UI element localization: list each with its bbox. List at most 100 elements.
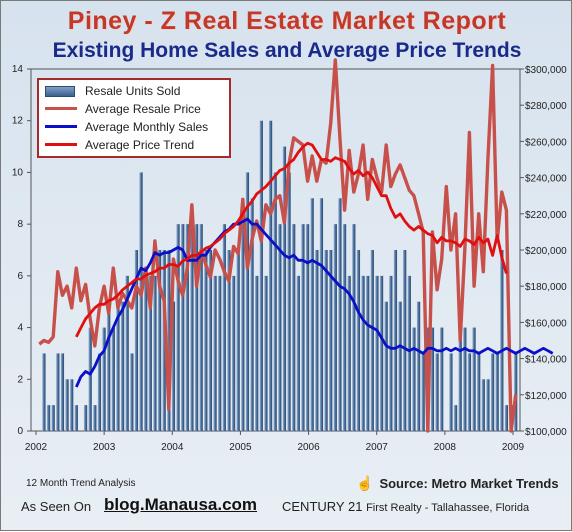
y-right-tick-label: $160,000 [525,318,567,329]
y-right-tick-label: $300,000 [525,65,567,76]
legend-label: Average Price Trend [85,138,195,152]
units-sold-bar [199,224,203,431]
y-right-tick-label: $240,000 [525,174,567,185]
units-sold-bar [157,250,162,431]
units-sold-bar [167,250,171,431]
y-right-tick-label: $120,000 [525,391,567,402]
legend-label: Resale Units Sold [85,84,181,98]
units-sold-bar [74,405,78,431]
legend: Resale Units Sold Average Resale Price A… [37,78,231,158]
units-sold-bar [305,224,310,431]
y-right-tick-label: $180,000 [525,282,567,293]
units-sold-bar [342,224,347,431]
y-right-tick-label: $200,000 [525,246,567,257]
line-swatch-icon [45,107,77,110]
line-swatch-icon [45,125,77,128]
units-sold-bar [264,275,268,431]
units-sold-bar [467,353,472,431]
units-sold-bar [268,120,273,431]
units-sold-bar [463,327,467,431]
y-left-tick-label: 0 [17,426,23,437]
y-right-tick-label: $140,000 [525,355,567,366]
units-sold-bar [176,224,180,431]
units-sold-bar [222,224,226,431]
units-sold-bar [449,353,453,431]
units-sold-bar [56,353,60,431]
x-tick-label: 2009 [502,442,525,453]
units-sold-bar [393,250,398,431]
units-sold-bar [329,250,333,431]
units-sold-bar [301,224,305,431]
y-right-tick-label: $280,000 [525,101,567,112]
units-sold-bar [495,353,499,431]
units-sold-bar [412,327,416,431]
series-line-average-monthly-sales [75,217,554,388]
units-sold-bar [486,379,490,431]
y-left-tick-label: 8 [17,219,23,230]
source-credit: ☝ Source: Metro Market Trends [356,475,559,492]
brand-line: CENTURY 21 First Realty - Tallahassee, F… [282,499,529,514]
units-sold-bar [70,379,74,431]
units-sold-bar [181,224,185,431]
units-sold-bar [236,250,240,431]
units-sold-bar [333,224,337,431]
series-line-average-resale-price [38,58,518,433]
units-sold-bar [139,172,143,431]
chart-subtitle: Existing Home Sales and Average Price Tr… [52,39,522,62]
units-sold-bar [440,327,444,431]
units-sold-bar [347,275,351,431]
x-tick-label: 2002 [25,442,48,453]
units-sold-bar [361,275,365,431]
units-sold-bar [51,405,55,431]
seen-on-label: As Seen On [21,499,92,514]
units-sold-bar [255,275,259,431]
units-sold-bar [194,224,199,431]
units-sold-bar [241,224,245,431]
hand-pointer-icon: ☝ [356,475,374,491]
units-sold-bar [125,275,129,431]
units-sold-bar [93,405,97,431]
units-sold-bar [453,405,458,431]
blog-link[interactable]: blog.Manausa.com [104,495,258,514]
units-sold-bar [245,172,250,431]
units-sold-bar [218,275,222,431]
x-tick-label: 2003 [93,442,116,453]
x-tick-label: 2004 [161,442,184,453]
units-sold-bar [130,353,134,431]
brand-name: CENTURY 21 [282,499,363,514]
units-sold-bar [500,250,504,431]
y-left-tick-label: 6 [17,271,23,282]
units-sold-bar [134,250,139,431]
units-sold-bar [375,275,379,431]
units-sold-bar [107,301,111,431]
y-right-tick-label: $220,000 [525,210,567,221]
y-left-tick-label: 4 [17,323,23,334]
units-sold-bar [213,275,217,431]
units-sold-bar [83,405,88,431]
units-sold-bar [171,301,176,431]
units-sold-bar [384,301,388,431]
brand-tagline: First Realty - Tallahassee, Florida [366,502,530,514]
units-sold-bar [208,250,213,431]
units-sold-bar [153,275,157,431]
units-sold-bar [292,224,296,431]
units-sold-bar [481,379,485,431]
units-sold-bar [65,379,69,431]
units-sold-bar [250,198,254,431]
source-text: Source: Metro Market Trends [379,476,559,491]
units-sold-bar [116,301,120,431]
units-sold-bar [60,353,65,431]
units-sold-bar [370,250,374,431]
y-left-tick-label: 2 [17,374,23,385]
y-left-tick-label: 12 [12,116,24,127]
units-sold-bar [88,327,92,431]
units-sold-bar [278,224,282,431]
y-right-tick-label: $100,000 [525,427,567,438]
units-sold-bar [338,198,342,431]
units-sold-bar [430,327,435,431]
legend-label: Average Resale Price [85,102,201,116]
chart-title: Piney - Z Real Estate Market Report [67,7,507,35]
units-sold-bar [356,250,361,431]
